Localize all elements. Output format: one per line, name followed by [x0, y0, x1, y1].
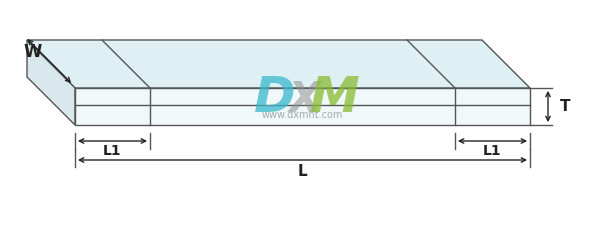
- Polygon shape: [27, 40, 530, 88]
- Text: www.dxmht.com: www.dxmht.com: [262, 110, 343, 120]
- Text: D: D: [254, 75, 295, 123]
- Text: W: W: [24, 43, 42, 61]
- Text: T: T: [560, 99, 571, 114]
- Text: L: L: [298, 164, 308, 178]
- Polygon shape: [27, 40, 75, 125]
- Text: X: X: [288, 79, 320, 121]
- Text: L1: L1: [103, 144, 122, 158]
- Text: M: M: [309, 75, 359, 123]
- Polygon shape: [75, 88, 530, 125]
- Text: L1: L1: [483, 144, 502, 158]
